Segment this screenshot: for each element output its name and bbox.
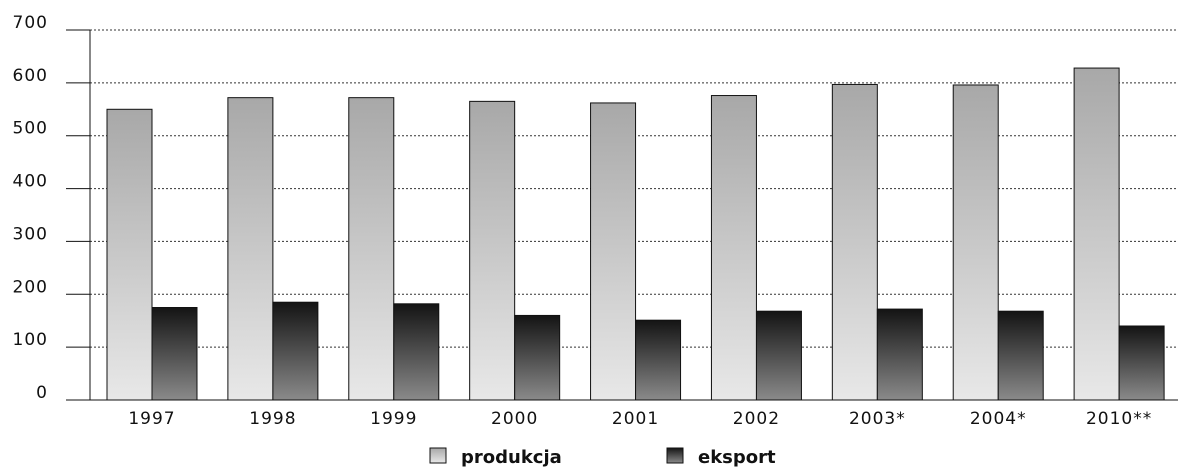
- x-tick-label: 1998: [249, 409, 296, 429]
- bar-produkcja: [106, 108, 153, 401]
- x-tick-label: 2000: [491, 409, 538, 429]
- x-tick-label: 2010**: [1086, 409, 1152, 429]
- x-tick-label: 2004*: [970, 409, 1027, 429]
- bar-produkcja: [710, 95, 757, 401]
- bar-eksport: [635, 319, 682, 401]
- x-tick-label: 1999: [370, 409, 417, 429]
- y-tick-label: 300: [13, 224, 48, 244]
- bar-produkcja: [469, 100, 516, 401]
- bar-eksport: [876, 308, 923, 401]
- legend-label-produkcja: produkcja: [461, 447, 562, 467]
- legend-swatch-produkcja: [429, 447, 447, 464]
- y-tick-label: 600: [13, 66, 48, 86]
- bar-eksport: [997, 310, 1044, 401]
- y-tick-label: 400: [13, 172, 48, 192]
- bar-produkcja: [1073, 67, 1120, 401]
- x-tick-label: 2001: [612, 409, 659, 429]
- bar-produkcja: [952, 84, 999, 401]
- bar-produkcja: [348, 97, 395, 401]
- bar-eksport: [393, 303, 440, 401]
- y-tick-label: 500: [13, 119, 48, 139]
- bar-eksport: [1118, 325, 1165, 401]
- y-tick-label: 700: [13, 13, 48, 33]
- y-tick-label: 200: [13, 277, 48, 297]
- bar-produkcja: [590, 102, 637, 401]
- x-tick-label: 2002: [733, 409, 780, 429]
- bar-produkcja: [831, 83, 878, 401]
- bar-eksport: [755, 310, 802, 401]
- bar-eksport: [514, 314, 561, 401]
- y-tick-label: 0: [36, 383, 48, 403]
- bar-produkcja: [227, 97, 274, 401]
- bar-eksport: [272, 301, 319, 401]
- bars: [106, 67, 1165, 401]
- x-tick-label: 1997: [128, 409, 175, 429]
- x-tick-label: 2003*: [849, 409, 906, 429]
- legend-swatch-eksport: [666, 447, 684, 464]
- legend-label-eksport: eksport: [698, 447, 776, 467]
- y-tick-label: 100: [13, 330, 48, 350]
- legend: produkcja eksport: [429, 447, 776, 467]
- bar-eksport: [151, 307, 198, 401]
- axes: 0 100 200 300 400 500 600 700 1997 1998 1999 2000 20…: [13, 13, 1178, 429]
